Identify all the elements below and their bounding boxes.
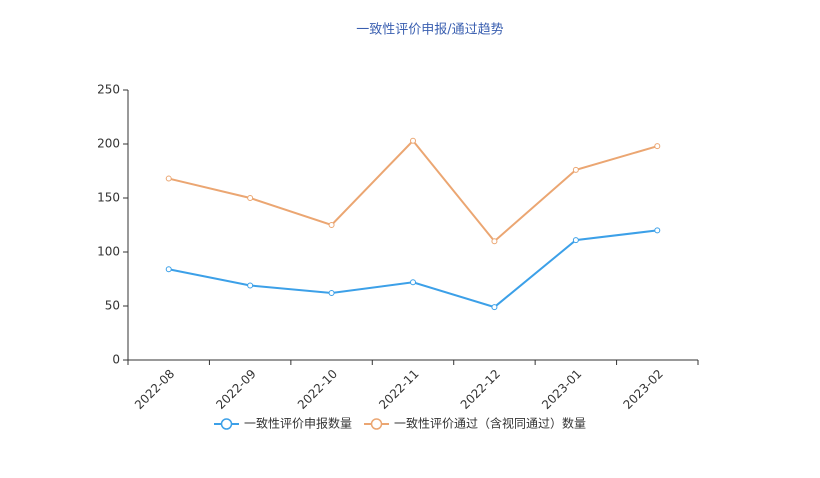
legend-item: 一致性评价申报数量 — [214, 416, 352, 431]
legend-marker — [370, 418, 383, 430]
y-tick-label: 0 — [112, 353, 120, 367]
data-point — [247, 195, 254, 201]
chart-title: 一致性评价申报/通过趋势 — [356, 22, 503, 38]
x-tick-label: 2022-11 — [376, 367, 421, 412]
legend-marker — [220, 418, 233, 430]
x-tick-label: 2023-02 — [621, 367, 666, 412]
data-point — [328, 290, 335, 297]
data-point — [654, 227, 661, 234]
data-point — [491, 238, 498, 245]
data-point — [410, 137, 416, 144]
x-tick-label: 2022-10 — [295, 367, 340, 412]
data-point — [247, 282, 254, 289]
data-point — [410, 279, 416, 286]
legend-label: 一致性评价通过（含视同通过）数量 — [394, 416, 586, 431]
data-point — [491, 304, 498, 311]
x-tick-label: 2022-12 — [458, 367, 503, 412]
data-point — [328, 222, 335, 228]
x-tick-label: 2022-08 — [132, 367, 177, 412]
y-tick-label: 50 — [105, 299, 120, 313]
data-point — [572, 166, 579, 173]
series-line — [168, 139, 658, 243]
legend-label: 一致性评价申报数量 — [244, 416, 352, 431]
y-tick-label: 100 — [97, 245, 120, 259]
y-tick-label: 200 — [97, 137, 120, 151]
series-line — [168, 229, 658, 309]
data-point — [165, 175, 172, 182]
y-tick-label: 250 — [97, 83, 120, 97]
y-tick-label: 150 — [97, 191, 120, 205]
data-point — [165, 266, 172, 273]
data-point — [654, 143, 661, 150]
legend-item: 一致性评价通过（含视同通过）数量 — [364, 416, 586, 431]
data-point — [572, 237, 579, 244]
x-tick-label: 2022-09 — [213, 367, 258, 412]
x-tick-label: 2023-01 — [539, 367, 584, 412]
